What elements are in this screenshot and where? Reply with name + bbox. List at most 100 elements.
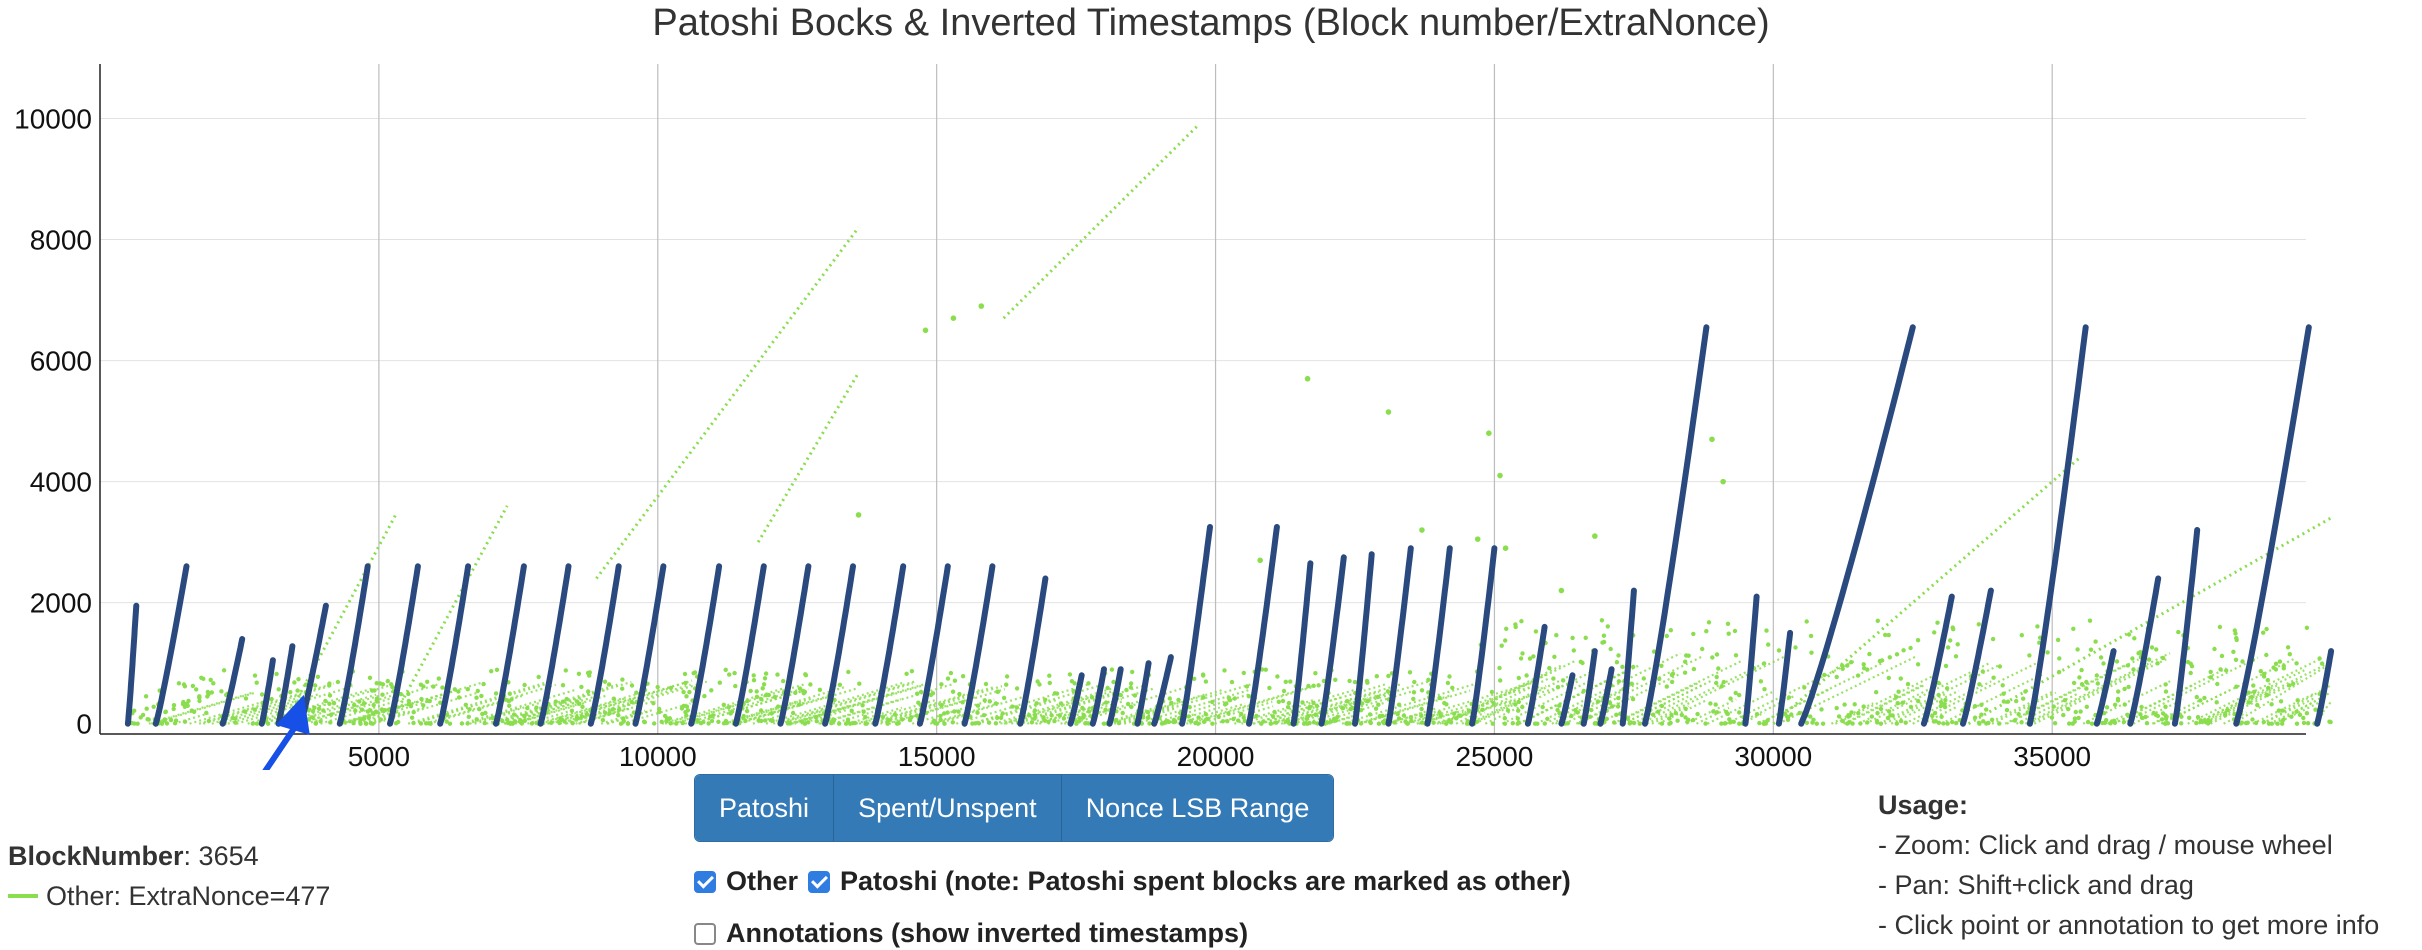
spent-unspent-button[interactable]: Spent/Unspent [834,775,1062,841]
other-streak [791,682,927,725]
other-point [2093,639,2098,644]
other-streak [150,691,257,725]
other-point [657,706,662,712]
y-tick-label: 0 [76,709,92,740]
other-point [1804,720,1810,725]
other-streak [2151,698,2203,725]
other-point [952,678,958,683]
other-point [1786,714,1791,720]
other-point [2217,624,2223,630]
scatter-plot[interactable]: 0 2000 4000 6000 8000 10000 5000 10000 15000 2000… [0,0,2422,770]
x-tick-label: 10000 [619,741,697,770]
other-point [1605,624,1611,629]
other-streak [474,711,513,725]
other-streak [1123,706,1178,725]
other-point [2130,656,2135,661]
other-streak [976,698,1059,725]
other-point [1130,669,1135,675]
other-streak [1912,659,2044,725]
other-point [983,681,989,687]
other-point [173,718,179,723]
other-streak [870,685,996,725]
other-streak [1741,711,1765,725]
nonce-lsb-range-button[interactable]: Nonce LSB Range [1061,775,1334,841]
other-point [1834,674,1839,680]
other-point [406,698,411,704]
other-streak [2275,701,2320,725]
other-point [194,687,199,692]
other-streak [2261,696,2317,725]
other-point [254,680,259,685]
patoshi-stroke [1619,587,1637,727]
other-point [2027,653,2032,658]
patoshi-stroke [587,563,622,727]
block-number-key: BlockNumber [8,840,184,871]
other-streak [557,711,597,725]
other-point [1861,662,1866,667]
other-point [1733,653,1739,658]
other-point [1894,652,1900,657]
other-point [1280,698,1286,704]
other-point [2067,721,2072,726]
other-point [600,717,606,723]
x-tick-label: 20000 [1177,741,1255,770]
other-point [950,720,955,725]
usage-panel: Usage: - Zoom: Click and drag / mouse wh… [1878,790,2379,950]
other-streak [247,711,286,725]
other-point [1047,680,1053,686]
other-point [1419,527,1425,533]
patoshi-stroke [777,563,812,727]
other-point [1263,667,1269,672]
other-point [199,675,204,680]
other-point [2214,700,2219,705]
other-point [1719,721,1724,726]
other-point [2000,683,2005,688]
other-point [904,671,909,676]
other-point [1630,697,1636,702]
other-point [606,682,612,687]
other-streak [1777,656,1916,725]
other-point [292,680,297,685]
other-streak [1461,711,1486,725]
other-point [1254,713,1259,719]
other-point [682,671,688,677]
other-point [444,719,449,724]
other-checkbox[interactable] [694,870,716,893]
other-point [1840,718,1846,724]
other-point [939,702,944,708]
other-streak [1386,711,1426,725]
other-point [2104,705,2110,710]
other-streak [2132,698,2184,725]
other-streak [2261,684,2332,725]
other-point [1111,679,1116,685]
other-point [1552,654,1557,659]
other-point [1620,664,1625,669]
other-streak [339,711,379,725]
other-point [1347,678,1352,684]
patoshi-checkbox[interactable] [808,870,831,893]
other-point [1814,721,1820,726]
other-point [2208,675,2213,680]
other-streak [1501,677,1597,725]
patoshi-button[interactable]: Patoshi [695,775,835,841]
other-point [569,708,575,713]
other-streak [219,693,319,725]
other-point [1725,621,1731,626]
other-point [620,686,625,691]
other-point [1727,717,1732,722]
annotations-checkbox[interactable] [694,922,716,945]
other-point [1244,684,1250,689]
other-point [837,682,843,687]
other-point [211,681,216,686]
point-info: BlockNumber : 3654 Other: ExtraNonce=477 [8,836,330,916]
other-point [2278,699,2284,704]
other-streak [1259,703,1325,725]
other-streak [1241,686,1364,725]
other-streak [993,686,1115,725]
other-point [803,672,808,677]
other-point [380,682,386,687]
other-point [1497,665,1502,671]
other-point [1084,721,1089,726]
other-point [1503,638,1508,643]
other-point [761,682,767,687]
